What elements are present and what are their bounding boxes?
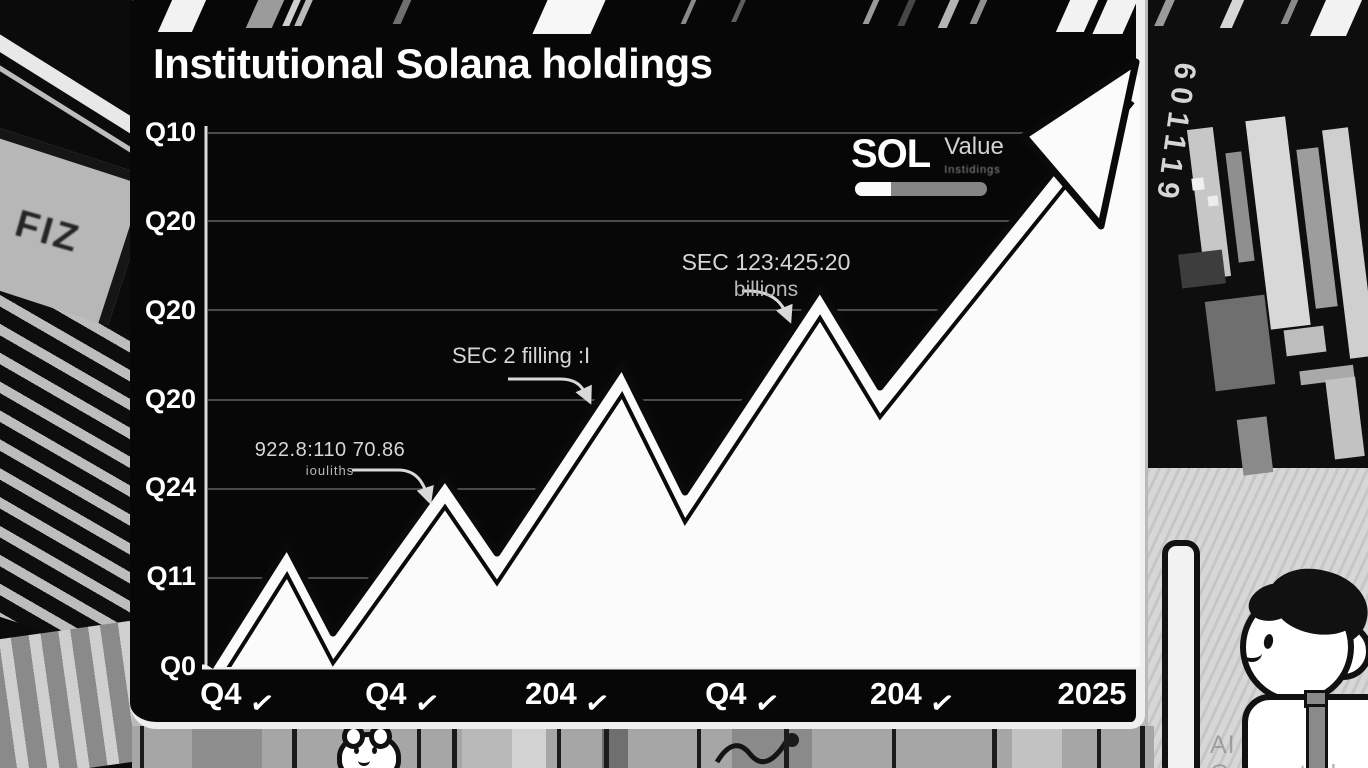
- y-tick-label: Q20: [118, 206, 196, 237]
- legend-bar-fill: [855, 182, 891, 196]
- background-squiggle: [712, 730, 822, 768]
- bottom-divider: [417, 726, 421, 768]
- wall-bar: [1191, 177, 1204, 190]
- wall-bar: [1237, 416, 1274, 475]
- x-tick-label: Q4✓: [672, 676, 812, 712]
- y-tick-label: Q11: [118, 561, 196, 592]
- x-tick-label: 2025: [1022, 676, 1162, 712]
- legend-symbol: SOL: [851, 134, 930, 174]
- bottom-divider: [1097, 726, 1101, 768]
- y-tick-label: Q20: [118, 295, 196, 326]
- cartoon-creature: [337, 732, 401, 768]
- creature-ear: [342, 726, 365, 749]
- wall-bar: [1325, 376, 1365, 459]
- scene: FIZ 601119: [0, 0, 1368, 768]
- bottom-divider: [784, 726, 789, 768]
- legend-bar: [855, 182, 987, 196]
- bottom-divider: [697, 726, 701, 768]
- creature-eye: [372, 747, 377, 754]
- chart-title: Institutional Solana holdings: [153, 40, 713, 88]
- legend: SOL Value Instidings: [851, 134, 1004, 178]
- annotation: SEC 123:425:20 billions: [606, 248, 926, 303]
- background-left-city: FIZ: [0, 0, 132, 768]
- background-bottom-scene: [132, 726, 1154, 768]
- y-tick-label: Q10: [118, 117, 196, 148]
- bottom-divider: [604, 726, 609, 768]
- x-tick-label: 204✓: [842, 676, 982, 712]
- background-window-edge: [1162, 540, 1200, 768]
- ai-generated-watermark: AI Generated: [1210, 731, 1368, 768]
- bottom-divider: [292, 726, 297, 768]
- annotation: 922.8:110 70.86 iouliths: [240, 438, 420, 479]
- wall-bar: [1178, 249, 1226, 288]
- y-tick-label: Q20: [118, 384, 196, 415]
- creature-mouth: [358, 755, 370, 766]
- x-tick-label: Q4✓: [167, 676, 307, 712]
- wall-bar: [1207, 195, 1218, 206]
- bottom-patch: [1012, 726, 1062, 768]
- bottom-divider: [557, 726, 561, 768]
- legend-label: Value: [944, 133, 1004, 160]
- background-blinds: [0, 291, 132, 660]
- y-tick-label: Q24: [118, 472, 196, 503]
- bottom-divider: [992, 726, 997, 768]
- background-sign-text: FIZ: [10, 202, 85, 262]
- wall-bar: [1205, 295, 1276, 392]
- x-tick-label: Q4✓: [332, 676, 472, 712]
- bottom-divider: [140, 726, 144, 768]
- bottom-divider: [452, 726, 457, 768]
- bottom-divider: [1140, 726, 1145, 768]
- bottom-patch: [192, 726, 262, 768]
- creature-eye: [354, 747, 359, 754]
- legend-sublabel: Instidings: [944, 164, 1000, 176]
- person-smile: [1242, 644, 1262, 662]
- annotation: SEC 2 filling :I: [452, 342, 672, 370]
- creature-ear: [369, 726, 392, 749]
- bottom-patch: [512, 726, 546, 768]
- wall-bar: [1284, 326, 1327, 357]
- x-tick-label: 204✓: [497, 676, 637, 712]
- bottom-divider: [892, 726, 896, 768]
- background-desk: [0, 620, 132, 768]
